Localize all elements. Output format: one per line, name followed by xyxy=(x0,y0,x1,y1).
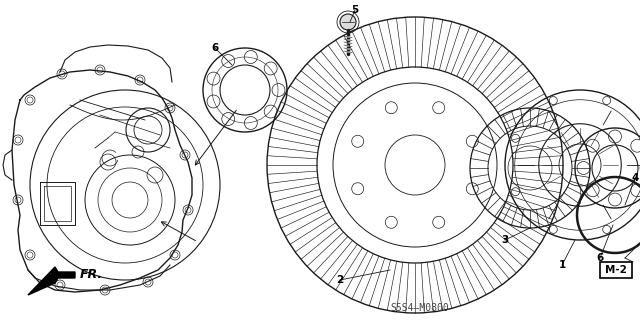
Text: FR.: FR. xyxy=(80,268,103,282)
Text: 2: 2 xyxy=(337,275,344,285)
Text: 4: 4 xyxy=(631,173,639,183)
Text: 5: 5 xyxy=(351,5,358,15)
Text: 1: 1 xyxy=(558,260,566,270)
Text: M-2: M-2 xyxy=(605,265,627,275)
Polygon shape xyxy=(28,267,75,295)
Circle shape xyxy=(340,14,356,30)
Text: 6: 6 xyxy=(596,253,604,263)
Text: 3: 3 xyxy=(501,235,509,245)
Text: S5S4–M0800: S5S4–M0800 xyxy=(390,303,449,313)
Text: 6: 6 xyxy=(211,43,219,53)
